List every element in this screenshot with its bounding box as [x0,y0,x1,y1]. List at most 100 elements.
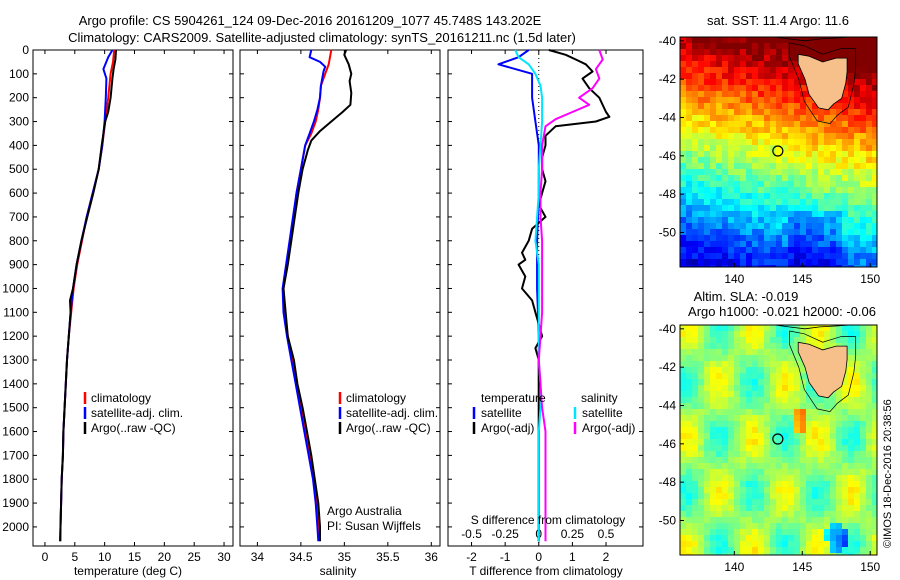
map-cell [692,451,698,457]
map-cell [788,331,794,337]
map-cell [824,121,830,127]
map-cell [770,535,776,541]
map-cell [794,61,800,67]
map-cell [704,403,710,409]
map-cell [770,241,776,247]
map-cell [836,529,842,535]
y-tick-label: 100 [9,67,29,81]
map-cell [866,55,872,61]
map-cell [812,175,818,181]
map-cell [854,385,860,391]
map-cell [776,517,782,523]
y-tick-label: 1400 [2,377,29,391]
map-cell [806,121,812,127]
map-cell [866,337,872,343]
map-cell [686,61,692,67]
map-cell [722,73,728,79]
map-cell [704,511,710,517]
map-cell [764,409,770,415]
map-cell [716,517,722,523]
map-cell [794,391,800,397]
map-cell [782,469,788,475]
map-cell [824,415,830,421]
map-cell [680,85,686,91]
mainland-coast [775,325,877,330]
map-cell [698,49,704,55]
map-cell [770,373,776,379]
map-cell [716,355,722,361]
map-cell [788,217,794,223]
map-cell [818,337,824,343]
map-cell [734,475,740,481]
map-cell [860,547,866,553]
map-cell [806,169,812,175]
map-cell [836,49,842,55]
map-cell [698,97,704,103]
map-cell [830,55,836,61]
map-cell [800,481,806,487]
map-cell [860,133,866,139]
map-cell [872,235,877,241]
map-cell [830,433,836,439]
map-cell [806,445,812,451]
map-cell [830,49,836,55]
map-cell [788,139,794,145]
map-cell [764,205,770,211]
map-cell [770,421,776,427]
map-cell [848,163,854,169]
map-cell [686,91,692,97]
map-cell [776,445,782,451]
map-cell [758,145,764,151]
map-cell [788,109,794,115]
map-cell [722,361,728,367]
map-cell [764,553,770,555]
map-cell [788,343,794,349]
map-cell [740,97,746,103]
map-cell [830,469,836,475]
map-cell [698,133,704,139]
map-cell [686,439,692,445]
map-cell [698,349,704,355]
map-cell [704,181,710,187]
map-cell [704,535,710,541]
map-cell [758,427,764,433]
map-cell [842,175,848,181]
map-cell [764,265,770,267]
map-cell [770,205,776,211]
map-cell [860,247,866,253]
map-cell [692,511,698,517]
map-cell [692,355,698,361]
map-cell [794,217,800,223]
map-cell [698,55,704,61]
map-cell [830,121,836,127]
map-cell [818,463,824,469]
map-cell [872,361,877,367]
map-cell [680,145,686,151]
map-cell [800,463,806,469]
map-cell [848,229,854,235]
map-cell [848,205,854,211]
map-cell [782,367,788,373]
map-cell [746,415,752,421]
map-y-tick-label: -46 [659,437,677,451]
x-tick-label: -1 [500,550,511,564]
map-cell [854,223,860,229]
map-cell [806,523,812,529]
map-cell [770,175,776,181]
map-cell [722,493,728,499]
map-cell [800,517,806,523]
map-cell [818,109,824,115]
map-cell [704,241,710,247]
map-cell [824,127,830,133]
map-cell [710,73,716,79]
map-cell [704,373,710,379]
map-cell [776,499,782,505]
map-cell [866,367,872,373]
map-cell [806,193,812,199]
map-cell [692,211,698,217]
map-cell [728,481,734,487]
map-cell [848,127,854,133]
map-cell [752,73,758,79]
map-cell [776,85,782,91]
map-cell [818,487,824,493]
